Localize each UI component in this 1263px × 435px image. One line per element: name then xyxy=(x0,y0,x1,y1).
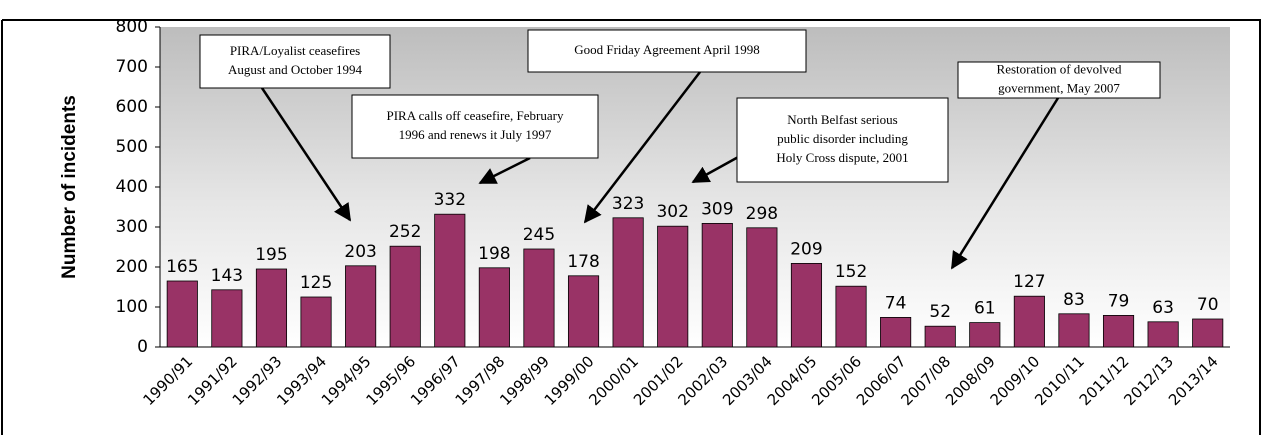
value-label: 165 xyxy=(166,257,198,277)
annotation-box xyxy=(199,34,391,89)
y-tick-label: 300 xyxy=(116,217,148,237)
annotation-box xyxy=(527,29,807,73)
annotation-text: Holy Cross dispute, 2001 xyxy=(776,150,908,165)
value-label: 309 xyxy=(701,199,733,219)
bar xyxy=(657,225,689,348)
annotation-box xyxy=(957,61,1161,99)
bar xyxy=(1192,318,1224,348)
annotation-text: North Belfast serious xyxy=(787,112,897,127)
bar xyxy=(969,322,1001,348)
bar xyxy=(1147,321,1179,348)
value-label: 245 xyxy=(523,225,555,245)
value-label: 323 xyxy=(612,194,644,214)
annotation-arrow xyxy=(260,87,352,222)
bar xyxy=(1013,295,1045,348)
annotation-arrow xyxy=(583,71,701,224)
y-axis-label: Number of incidents xyxy=(59,95,80,279)
value-label: 79 xyxy=(1108,291,1130,311)
annotation-text: PIRA calls off ceasefire, February xyxy=(386,108,564,123)
y-tick-label: 100 xyxy=(116,297,148,317)
value-label: 203 xyxy=(344,242,376,262)
value-label: 302 xyxy=(656,202,688,222)
annotation-text: PIRA/Loyalist ceasefires xyxy=(230,43,360,58)
annotation-text: 1996 and renews it July 1997 xyxy=(399,127,552,142)
value-label: 143 xyxy=(211,266,243,286)
y-tick-label: 200 xyxy=(116,257,148,277)
bar xyxy=(523,248,555,348)
value-label: 332 xyxy=(434,190,466,210)
annotation-text: government, May 2007 xyxy=(998,80,1120,95)
bar xyxy=(211,289,243,348)
bar xyxy=(746,227,778,348)
bar xyxy=(1102,314,1135,348)
y-tick-label: 500 xyxy=(116,137,148,157)
value-label: 63 xyxy=(1152,298,1174,318)
annotation-text: Restoration of devolved xyxy=(997,61,1122,76)
annotation-text: Good Friday Agreement April 1998 xyxy=(574,42,760,57)
bar xyxy=(790,262,823,348)
bar xyxy=(255,268,288,348)
bar xyxy=(924,325,956,348)
bar xyxy=(300,296,332,348)
bar xyxy=(166,280,198,348)
value-label: 74 xyxy=(885,293,907,313)
bar xyxy=(567,275,600,348)
value-label: 61 xyxy=(974,299,996,319)
y-tick-label: 800 xyxy=(116,17,148,37)
y-tick-label: 700 xyxy=(116,57,148,77)
y-tick-label: 400 xyxy=(116,177,148,197)
annotation-arrow xyxy=(478,156,531,185)
bar xyxy=(389,245,421,348)
y-tick-label: 0 xyxy=(137,337,148,357)
value-label: 178 xyxy=(567,252,599,272)
bar xyxy=(701,222,733,348)
value-label: 195 xyxy=(255,245,287,265)
bar xyxy=(612,217,644,348)
value-label: 152 xyxy=(835,262,867,282)
annotation-box xyxy=(736,97,949,183)
value-label: 125 xyxy=(300,273,332,293)
annotation-text: August and October 1994 xyxy=(228,62,362,77)
bar xyxy=(835,285,867,348)
value-label: 298 xyxy=(746,204,778,224)
bar xyxy=(1058,313,1090,348)
value-label: 252 xyxy=(389,222,421,242)
annotation-text: public disorder including xyxy=(777,131,908,146)
value-label: 127 xyxy=(1013,272,1045,292)
x-tick-label: 2013/14 xyxy=(1165,352,1222,409)
annotation-box xyxy=(351,94,599,159)
value-label: 198 xyxy=(478,244,510,264)
value-label: 70 xyxy=(1197,295,1219,315)
value-label: 209 xyxy=(790,239,822,259)
bar xyxy=(880,316,912,348)
value-label: 52 xyxy=(929,302,951,322)
bar xyxy=(478,267,510,348)
bar xyxy=(434,213,466,348)
bar xyxy=(345,265,377,348)
y-tick-label: 600 xyxy=(116,97,148,117)
annotation-arrow xyxy=(950,97,1060,270)
value-label: 83 xyxy=(1063,290,1085,310)
